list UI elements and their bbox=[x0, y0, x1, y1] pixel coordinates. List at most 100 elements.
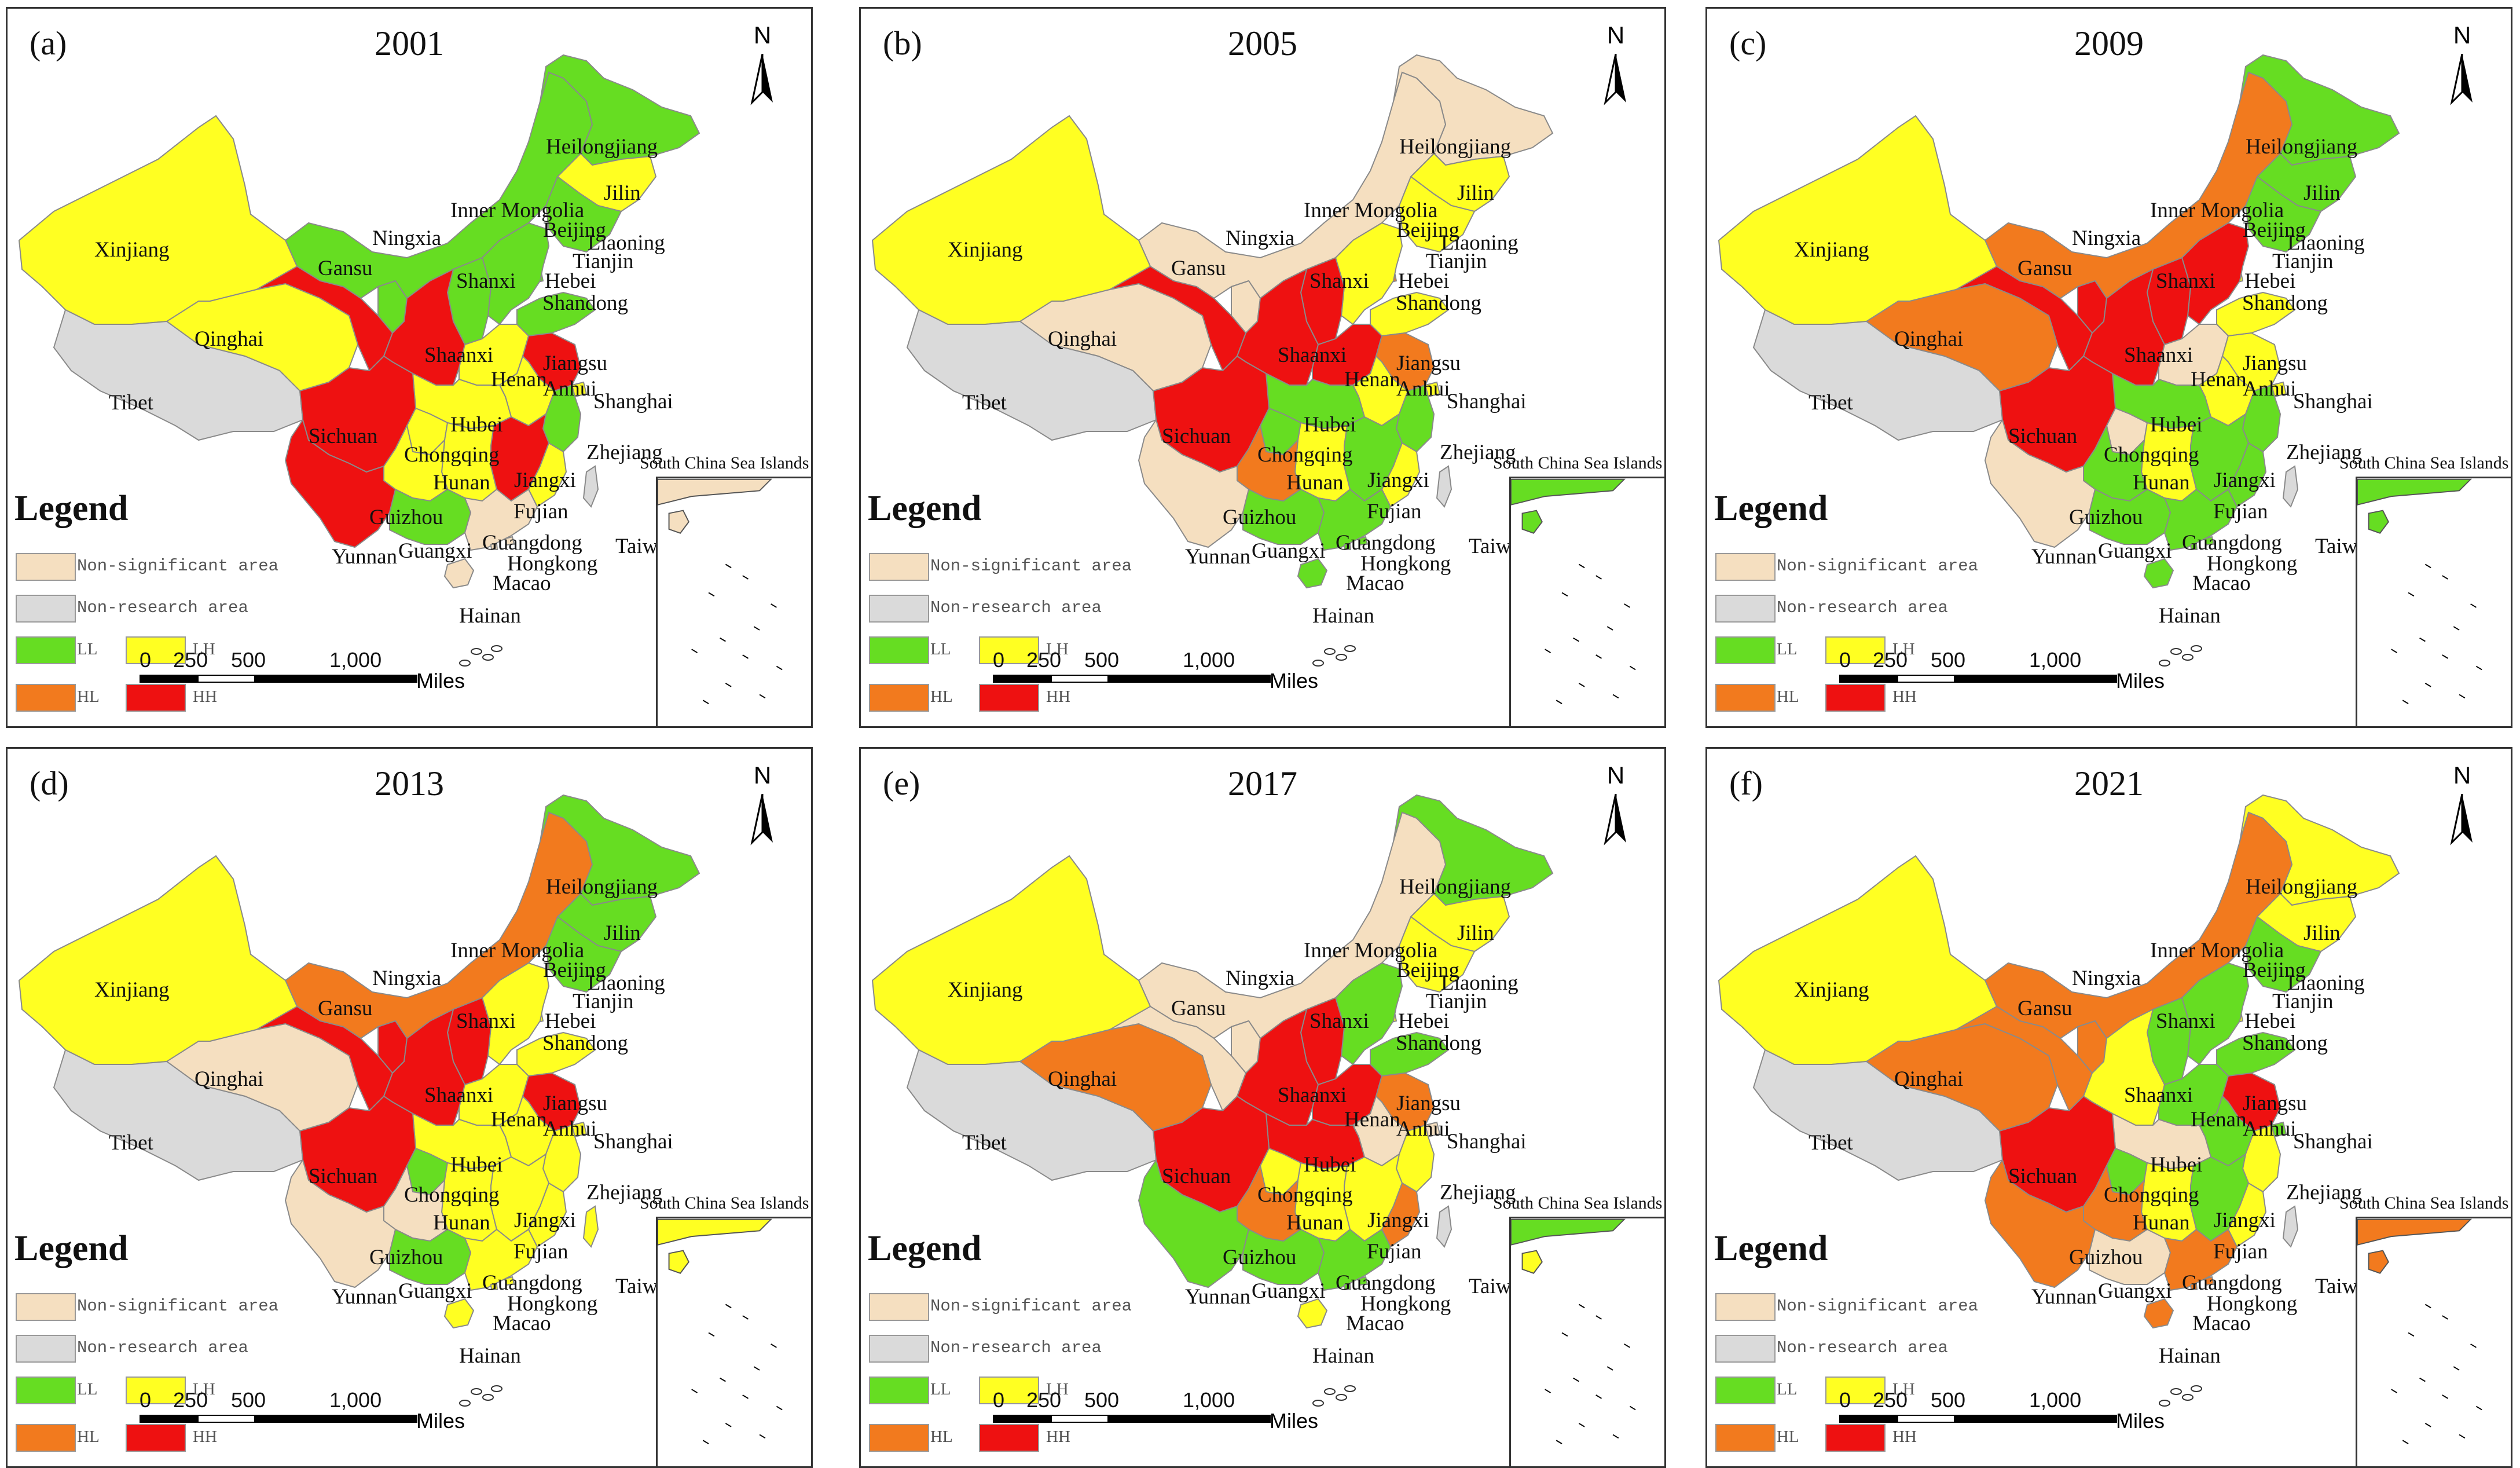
province-macao bbox=[1343, 1283, 1352, 1290]
island-mark bbox=[2191, 1385, 2202, 1392]
province-label: Shaanxi bbox=[2124, 343, 2193, 367]
province-label: Beijing bbox=[1396, 958, 1459, 982]
province-tibet bbox=[906, 309, 1157, 441]
province-label: Macao bbox=[1346, 1312, 1404, 1335]
scale-tick: 0 bbox=[1839, 648, 1851, 672]
scale-tick: 0 bbox=[993, 1388, 1005, 1412]
province-guangdong bbox=[1317, 488, 1392, 551]
panel-year: 2001 bbox=[375, 24, 444, 63]
province-label: Hebei bbox=[545, 269, 596, 293]
island-mark bbox=[459, 660, 471, 667]
province-label: Yunnan bbox=[1185, 545, 1251, 569]
province-label: Anhui bbox=[543, 1117, 597, 1141]
scale-bar: 0 250 500 1,000 Miles bbox=[993, 648, 1369, 712]
legend-label-hh: HH bbox=[1046, 687, 1070, 706]
province-label: Tianjin bbox=[1426, 250, 1487, 273]
province-label: Jilin bbox=[1457, 921, 1494, 945]
island-mark bbox=[1312, 660, 1324, 667]
legend-label-hl: HL bbox=[77, 1427, 100, 1446]
north-arrow-icon: N bbox=[1593, 21, 1639, 105]
province-label: Gansu bbox=[318, 997, 373, 1020]
province-liaoning bbox=[1398, 175, 1476, 253]
province-label: Gansu bbox=[1171, 997, 1226, 1020]
province-label: Beijing bbox=[543, 958, 606, 982]
province-label: Liaoning bbox=[588, 231, 665, 255]
legend-swatch-ns bbox=[16, 553, 76, 581]
province-label: Heilongjiang bbox=[2246, 135, 2358, 159]
island-mark bbox=[1344, 645, 1356, 652]
legend-label-ns: Non-significant area bbox=[1777, 557, 1979, 576]
province-taiwan bbox=[1436, 465, 1452, 508]
scale-tick: 0 bbox=[140, 648, 152, 672]
legend-label-nr: Non-research area bbox=[77, 1338, 248, 1357]
province-label: Chongqing bbox=[404, 1183, 500, 1207]
legend-swatch-hh bbox=[1825, 1424, 1886, 1452]
island-mark bbox=[491, 645, 502, 652]
province-label: Shandong bbox=[1396, 1031, 1481, 1055]
north-arrow-icon: N bbox=[739, 762, 786, 845]
island-mark bbox=[2170, 1388, 2182, 1395]
island-mark bbox=[2191, 645, 2202, 652]
legend-label-hh: HH bbox=[1892, 1427, 1917, 1446]
province-label: Hunan bbox=[1286, 471, 1344, 495]
legend-swatch-nr bbox=[1715, 1335, 1776, 1363]
legend-label-hh: HH bbox=[193, 1427, 217, 1446]
province-tibet bbox=[53, 1049, 304, 1181]
panel-label: (c) bbox=[1729, 24, 1767, 62]
panel-label: (d) bbox=[30, 764, 69, 802]
scale-tick: 1,000 bbox=[1183, 1388, 1235, 1412]
province-liaoning bbox=[2244, 175, 2322, 253]
province-label: Xinjiang bbox=[94, 238, 170, 262]
scale-tick: 250 bbox=[173, 1388, 208, 1412]
province-label: Jiangsu bbox=[1396, 1092, 1461, 1115]
north-label: N bbox=[1606, 21, 1625, 49]
province-label: Chongqing bbox=[1257, 443, 1353, 467]
legend-swatch-hl bbox=[869, 1424, 929, 1452]
legend-label-ll: LL bbox=[1777, 640, 1798, 658]
legend-label-lh: LH bbox=[1046, 1380, 1069, 1399]
china-map bbox=[1718, 54, 2400, 667]
scale-tick: 500 bbox=[1084, 648, 1120, 672]
scale-tick: 500 bbox=[231, 648, 266, 672]
legend-label-ll: LL bbox=[77, 1380, 98, 1399]
province-label: Ningxia bbox=[372, 226, 442, 250]
province-label: Shaanxi bbox=[424, 343, 494, 367]
legend-title: Legend bbox=[1714, 489, 1828, 528]
province-label: Qinghai bbox=[1048, 327, 1117, 351]
province-label: Hongkong bbox=[1360, 552, 1451, 576]
scale-segment bbox=[993, 675, 1051, 683]
province-label: Inner Mongolia bbox=[450, 939, 585, 962]
map-panel-2005: (b) 2005 N Heilongjiang Jilin Liaoning Inner M… bbox=[859, 7, 1666, 728]
province-hongkong bbox=[504, 536, 515, 546]
province-label: Hubei bbox=[450, 413, 503, 437]
province-label: Shandong bbox=[2242, 1031, 2328, 1055]
province-yunnan bbox=[1984, 418, 2096, 548]
island-mark bbox=[471, 1388, 482, 1395]
province-label: Jiangsu bbox=[2243, 1092, 2307, 1115]
province-label: Qinghai bbox=[1894, 1067, 1964, 1091]
map-panel-2021: (f) 2021 N Heilongjiang Jilin Liaoning Inner M… bbox=[1705, 747, 2512, 1468]
province-label: Gansu bbox=[2018, 257, 2073, 280]
legend-swatch-ll bbox=[16, 636, 76, 664]
scale-tick: 500 bbox=[231, 1388, 266, 1412]
scale-bar: 0 250 500 1,000 Miles bbox=[993, 1388, 1369, 1452]
province-label: Shanxi bbox=[1309, 269, 1369, 293]
panel-year: 2009 bbox=[2074, 24, 2144, 63]
province-hongkong bbox=[2204, 536, 2215, 546]
legend-swatch-hl bbox=[16, 1424, 76, 1452]
province-label: Shanghai bbox=[2293, 390, 2373, 413]
legend-swatch-lh bbox=[1825, 1377, 1886, 1404]
province-label: Shaanxi bbox=[2124, 1083, 2193, 1107]
map-panel-2009: (c) 2009 N Heilongjiang Jilin Liaoning Inner M… bbox=[1705, 7, 2512, 728]
province-label: Hunan bbox=[2133, 1211, 2190, 1235]
province-label: Tianjin bbox=[573, 250, 634, 273]
north-label: N bbox=[1606, 762, 1625, 789]
south-china-sea-inset bbox=[2356, 1217, 2511, 1466]
province-label: Fujian bbox=[1367, 1240, 1422, 1264]
island-mark bbox=[491, 1385, 502, 1392]
island-mark bbox=[459, 1400, 471, 1407]
north-arrow-icon: N bbox=[2439, 21, 2485, 105]
province-label: Jilin bbox=[1457, 181, 1494, 205]
province-fujian bbox=[1381, 442, 1421, 508]
island-mark bbox=[1324, 1388, 1336, 1395]
